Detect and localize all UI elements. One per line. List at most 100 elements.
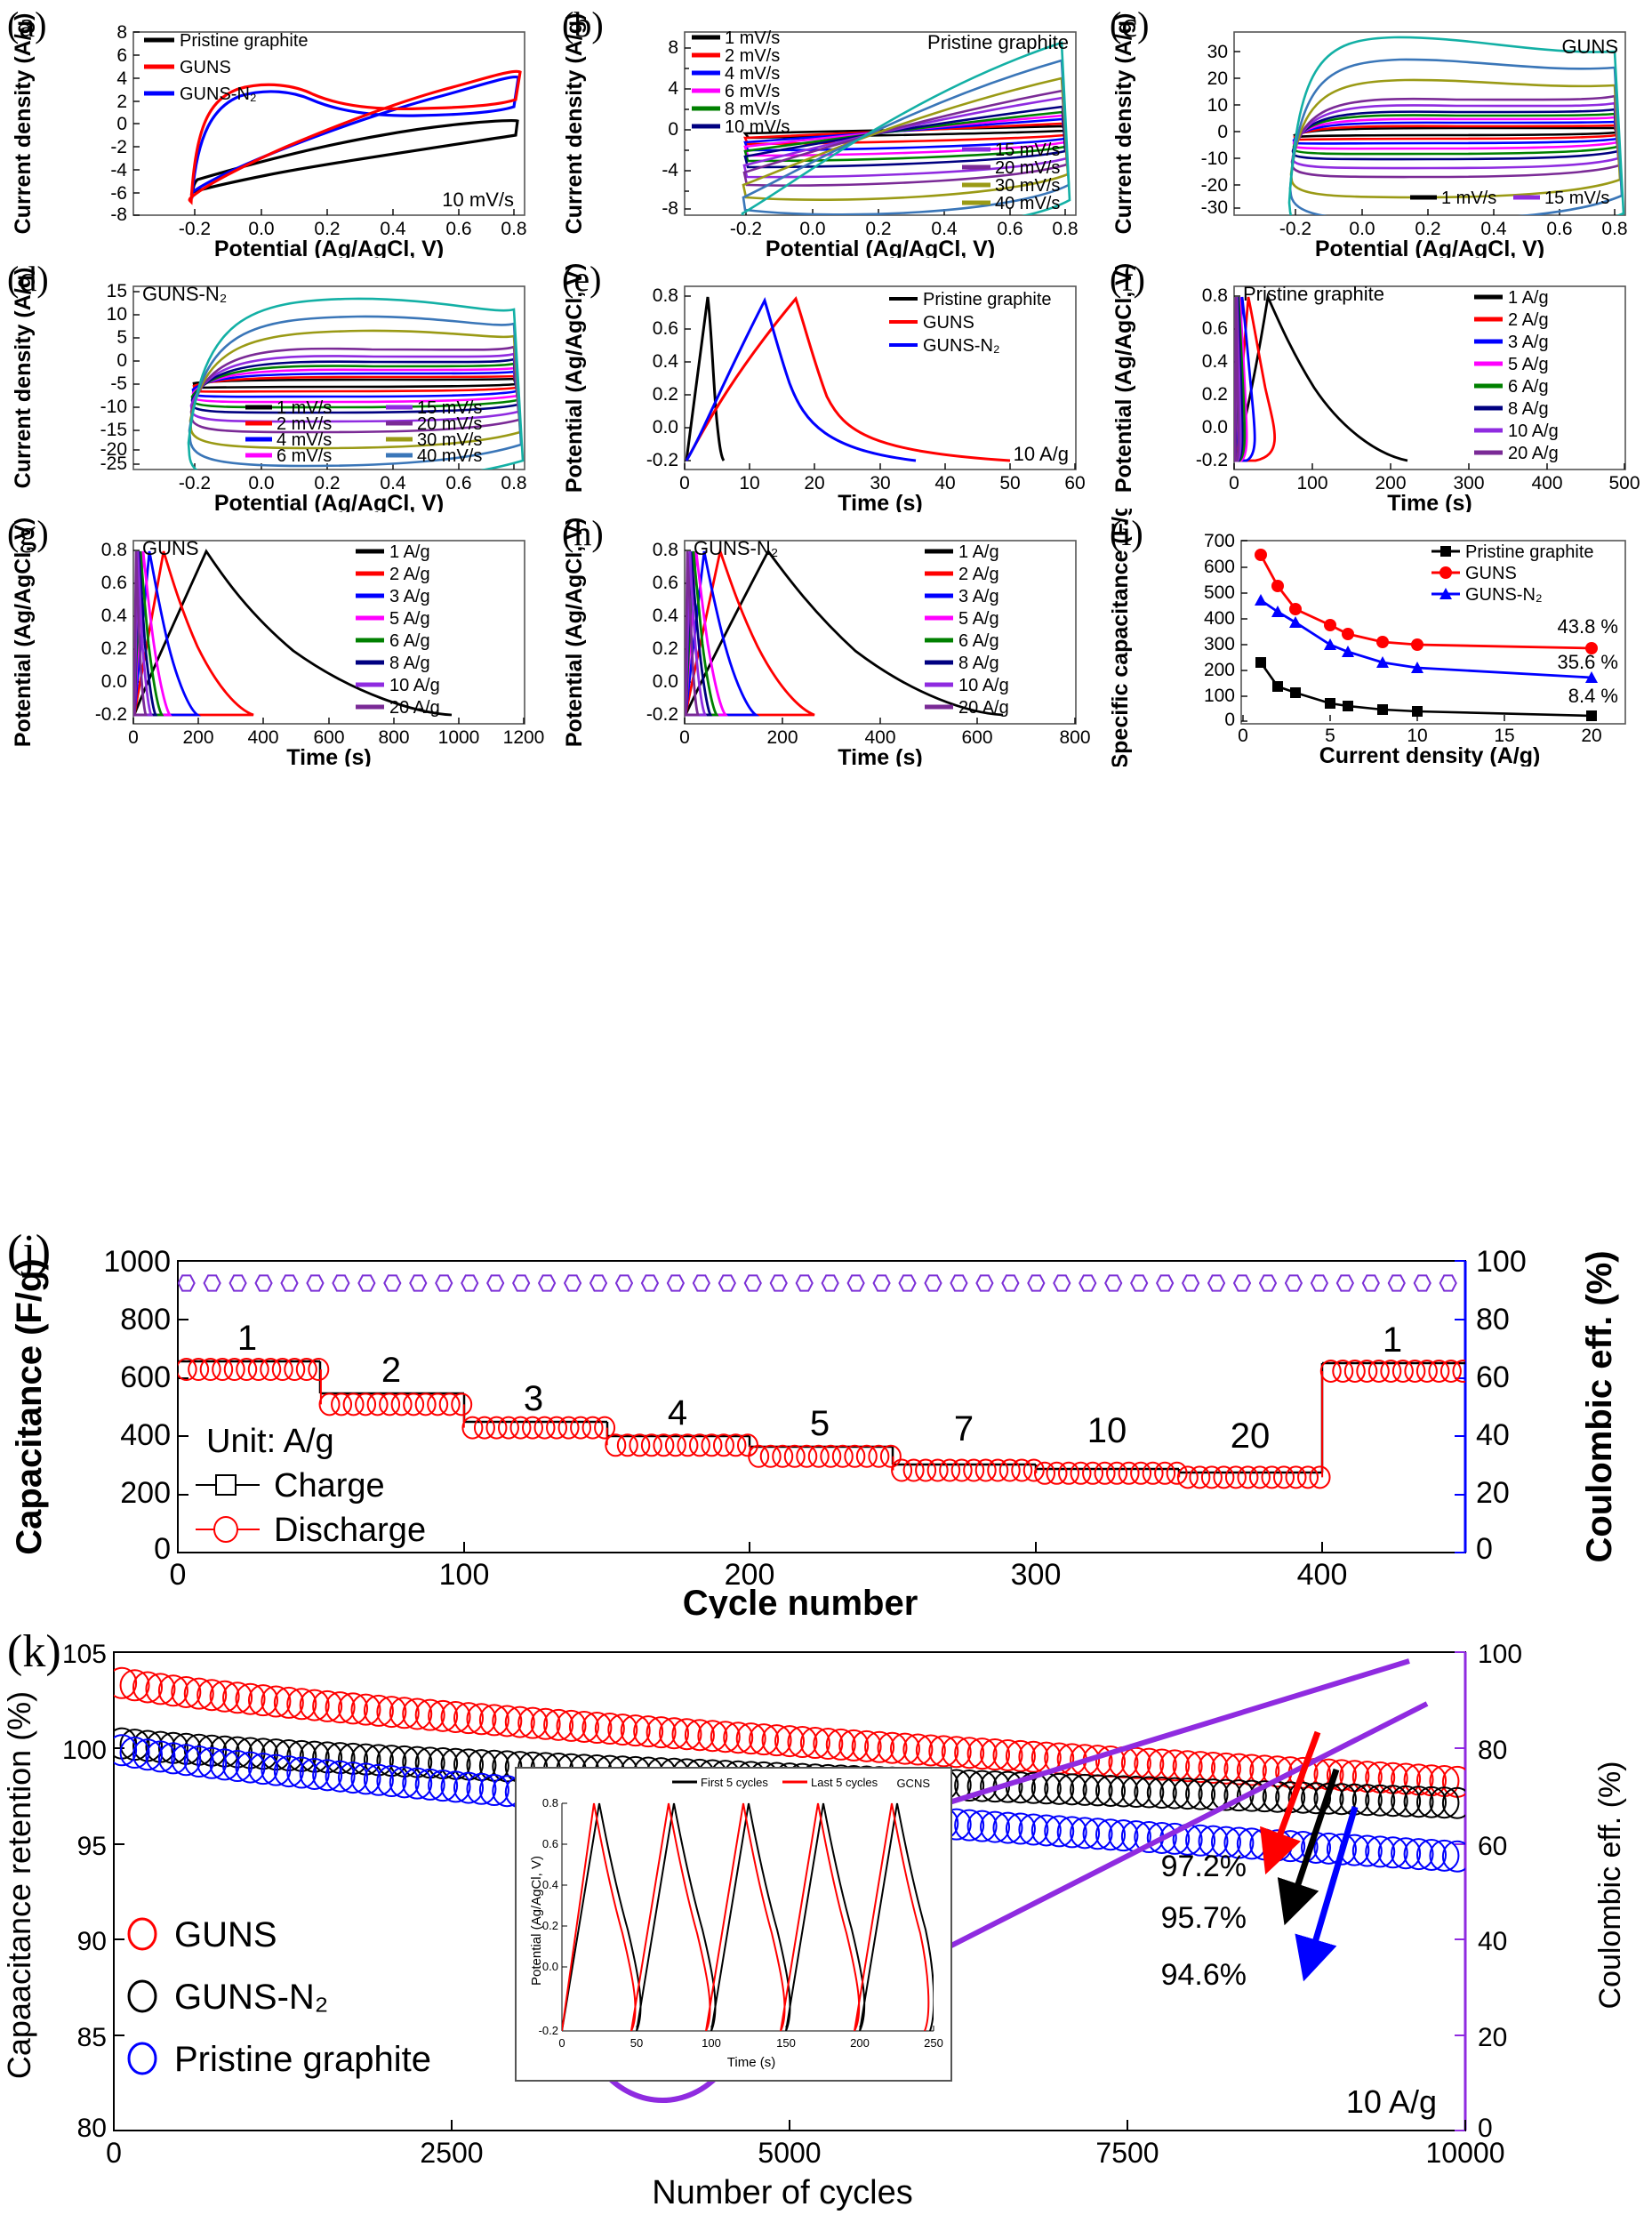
y2tick: 20 (1476, 1476, 1510, 1510)
xtick: 50 (630, 2036, 643, 2050)
xtick: 1200 (503, 727, 545, 748)
legend-item: 6 A/g (389, 631, 430, 651)
legend-item: 10 A/g (1508, 421, 1559, 441)
xtick: -0.2 (1279, 219, 1311, 239)
inset-legend: First 5 cycles Last 5 cycles (672, 1776, 878, 1789)
legend-item: 6 A/g (1508, 377, 1549, 397)
panel-d-legend-left: 1 mV/s 2 mV/s 4 mV/s 6 mV/s (245, 398, 332, 466)
panel-f-xlabel: Time (s) (1387, 491, 1472, 512)
ytick: -4 (110, 160, 127, 181)
legend-item: GUNS-N₂ (1465, 585, 1543, 605)
legend-item: 10 A/g (389, 676, 440, 695)
ytick: 0.6 (653, 318, 678, 339)
arrow-pristine (1295, 1806, 1359, 1982)
panel-g-title: GUNS (142, 537, 199, 559)
panel-e-legend: Pristine graphite GUNS GUNS-N₂ (889, 290, 1052, 356)
rate-label: 2 (381, 1351, 401, 1390)
inset-y-axis: 0.8 0.6 0.4 0.2 0.0 -0.2 (539, 1796, 558, 2037)
ytick: -8 (662, 198, 678, 219)
panel-label-i: (i) (1110, 513, 1143, 553)
panel-a: 8 6 4 2 0 -2 -4 -6 -8 -0.2 0.0 0.2 0.4 0… (0, 0, 551, 258)
xtick: 1000 (438, 727, 480, 748)
xtick: -0.2 (179, 473, 211, 494)
panel-c-ylabel: Current density (A/g) (1111, 13, 1136, 235)
legend-item-pristine: Pristine graphite (180, 31, 309, 51)
xtick: 200 (725, 1558, 775, 1592)
legend-guns-n2: GUNS-N₂ (174, 1978, 328, 2017)
legend-item: 8 A/g (389, 654, 430, 673)
panel-e-annotation: 10 A/g (1014, 443, 1069, 465)
y2tick: 100 (1476, 1245, 1527, 1279)
panel-g-legend: 1 A/g 2 A/g 3 A/g 5 A/g 6 A/g 8 A/g 10 A… (356, 542, 440, 718)
ytick: 0.6 (101, 573, 127, 593)
xtick: 0.0 (1349, 219, 1375, 239)
panel-h-ylabel: Potential (Ag/AgCl, V) (562, 518, 587, 747)
legend-last-cycles: Last 5 cycles (811, 1776, 878, 1789)
ytick: 400 (120, 1418, 171, 1452)
panel-i-ylabel: Specific capacitance (F/g) (1108, 509, 1133, 766)
legend-guns: GUNS (174, 1915, 277, 1954)
ytick: 0 (1224, 710, 1235, 730)
legend-item: 1 A/g (389, 542, 430, 562)
ytick: 0.6 (1202, 318, 1228, 339)
rate-label: 5 (810, 1404, 830, 1443)
ytick: 0 (116, 350, 127, 371)
panel-j-x-axis: 0 100 200 300 400 (170, 1558, 1348, 1592)
inset-xlabel: Time (s) (727, 2055, 775, 2070)
ytick: 0 (116, 114, 127, 134)
panel-b-legend-right: 15 mV/s 20 mV/s 30 mV/s 40 mV/s (962, 140, 1060, 213)
xtick: 10 (1407, 726, 1427, 746)
legend-item: 1 mV/s (725, 28, 780, 48)
panel-g-y-axis: 0.8 0.6 0.4 0.2 0.0 -0.2 (95, 540, 127, 725)
xtick: 50 (999, 473, 1020, 494)
xtick: 0.0 (248, 473, 274, 494)
panel-k-x-axis: 0 2500 5000 7500 10000 (106, 2137, 1504, 2169)
ytick: -0.2 (1196, 450, 1228, 470)
xtick: 800 (378, 727, 409, 748)
legend-pristine: Pristine graphite (174, 2040, 431, 2079)
xtick: 0 (679, 727, 690, 748)
legend-charge: Charge (274, 1467, 385, 1505)
legend-item: 3 A/g (958, 587, 999, 606)
xtick: 0 (106, 2137, 122, 2169)
inset-ylabel: Potential (Ag/AgCl, V) (529, 1856, 544, 1986)
ytick: -0.2 (646, 704, 678, 725)
xtick: 200 (766, 727, 798, 748)
panel-g: 0.8 0.6 0.4 0.2 0.0 -0.2 0 200 400 600 8… (0, 509, 551, 766)
panel-k-y-axis: 105 100 95 90 85 80 (62, 1640, 107, 2143)
ytick: 0.0 (101, 671, 127, 692)
ytick: 30 (1207, 42, 1228, 62)
legend-item: 2 A/g (1508, 310, 1549, 330)
legend-item: 1 A/g (1508, 288, 1549, 308)
ytick: 0.4 (1202, 351, 1229, 372)
legend-item: 15 mV/s (1544, 189, 1609, 208)
y2tick: 60 (1476, 1360, 1510, 1394)
ytick: 0.8 (1202, 285, 1228, 306)
legend-item: 2 A/g (389, 565, 430, 584)
ytick: 10 (1207, 95, 1228, 116)
ytick: 200 (120, 1476, 171, 1510)
xtick: 0.6 (1546, 219, 1572, 239)
ytick: 0 (154, 1532, 171, 1566)
ytick: -20 (100, 439, 127, 460)
panel-a-ylabel: Current density (A/g) (11, 13, 36, 235)
legend-item: 5 A/g (389, 609, 430, 629)
arrow-guns (1260, 1730, 1321, 1875)
panel-f-x-axis: 0 100 200 300 400 500 (1229, 473, 1640, 494)
panel-j-xlabel: Cycle number (683, 1584, 918, 1618)
xtick: 250 (924, 2036, 943, 2050)
panel-f-title: Pristine graphite (1243, 283, 1384, 305)
xtick: 0.8 (1052, 219, 1078, 239)
ytick: 8 (668, 37, 678, 58)
ytick: 100 (1204, 686, 1235, 706)
xtick: 40 (934, 473, 955, 494)
xtick: 5000 (758, 2137, 821, 2169)
xtick: 0.4 (380, 219, 406, 239)
ytick: -5 (110, 373, 127, 394)
xtick: 2500 (420, 2137, 483, 2169)
ytick: 20 (1207, 68, 1228, 89)
y2tick: 40 (1476, 1418, 1510, 1452)
panel-a-legend: Pristine graphite GUNS GUNS-N₂ (144, 31, 309, 104)
ytick: 0.8 (542, 1796, 558, 1810)
legend-item: 2 A/g (958, 565, 999, 584)
